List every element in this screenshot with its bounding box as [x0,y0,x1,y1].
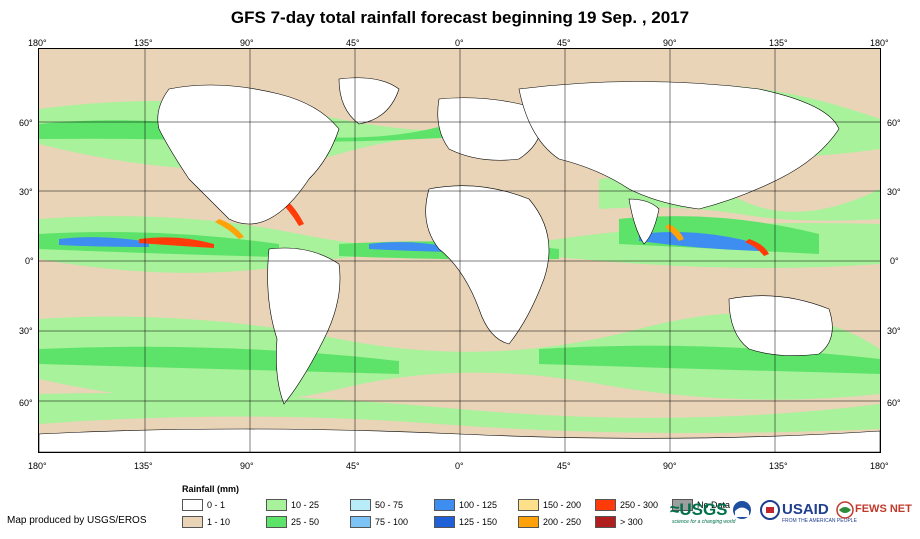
usaid-logo: USAID [782,501,829,518]
left-tick: 30° [19,326,33,336]
usaid-tagline: FROM THE AMERICAN PEOPLE [782,518,857,524]
map-canvas [39,49,880,452]
right-tick: 30° [887,326,901,336]
top-tick: 0° [455,38,464,48]
north-america [157,84,340,225]
legend-swatch [182,499,203,511]
bottom-tick: 45° [346,461,360,471]
top-tick: 90° [663,38,677,48]
legend-swatch [266,499,287,511]
legend-label: 75 - 100 [375,517,409,527]
bottom-tick: 45° [557,461,571,471]
legend-item: 10 - 25 [266,499,319,511]
legend-label: 100 - 125 [459,500,498,510]
bottom-tick: 135° [769,461,788,471]
graticule [39,49,880,452]
fewsnet-logo: FEWS NET [855,503,912,515]
usaid-seal [760,500,780,525]
legend-swatch [434,516,455,528]
left-tick: 60° [19,398,33,408]
legend-swatch [350,499,371,511]
right-tick: 60° [887,398,901,408]
legend-swatch [434,499,455,511]
noaa-logo [732,500,752,525]
legend-item: 125 - 150 [434,516,497,528]
left-tick: 60° [19,118,33,128]
legend-swatch [595,516,616,528]
top-tick: 90° [240,38,254,48]
bottom-tick: 90° [663,461,677,471]
asia [518,81,840,210]
legend-label: 25 - 50 [291,517,320,527]
legend-item: 150 - 200 [518,499,581,511]
bottom-tick: 0° [455,461,464,471]
legend-swatch [672,499,693,511]
top-tick: 135° [134,38,153,48]
india [628,198,660,245]
bottom-tick: 180° [870,461,889,471]
legend-label: > 300 [620,517,643,527]
greenland [338,77,400,125]
legend-item: 200 - 250 [518,516,581,528]
top-tick: 45° [557,38,571,48]
bottom-tick: 90° [240,461,254,471]
africa [425,185,550,345]
europe [437,97,542,161]
usgs-tagline: science for a changing world [672,519,736,525]
legend-swatch [266,516,287,528]
fewsnet-globe-icon [836,501,854,519]
legend-swatch [518,516,539,528]
legend-item: 75 - 100 [350,516,408,528]
top-tick: 180° [28,38,47,48]
legend-label: 50 - 75 [375,500,404,510]
usaid-seal-icon [760,500,780,520]
legend-swatch [518,499,539,511]
rainfall-map [38,48,881,453]
legend-item: 0 - 1 [182,499,225,511]
legend-label: 1 - 10 [207,517,231,527]
usgs-logo: ≈USGS [670,500,728,519]
left-tick: 0° [25,256,34,266]
left-tick: 30° [19,187,33,197]
heavy-rain-areas [59,231,759,252]
top-tick: 45° [346,38,360,48]
fewsnet-emblem [836,500,854,525]
legend-item: 100 - 125 [434,499,497,511]
bottom-tick: 180° [28,461,47,471]
legend-label: No Data [697,500,731,510]
noaa-emblem-icon [733,501,751,519]
legend-label: 150 - 200 [543,500,582,510]
map-title: GFS 7-day total rainfall forecast beginn… [230,8,690,27]
top-tick: 135° [769,38,788,48]
legend-item: 250 - 300 [595,499,658,511]
map-credit: Map produced by USGS/EROS [7,515,147,526]
top-tick: 180° [870,38,889,48]
legend-title: Rainfall (mm) [182,484,240,494]
legend-item: 25 - 50 [266,516,319,528]
legend-swatch [350,516,371,528]
australia [728,295,833,356]
right-tick: 60° [887,118,901,128]
legend-label: 125 - 150 [459,517,498,527]
legend-item: 50 - 75 [350,499,403,511]
legend-item: > 300 [595,516,643,528]
right-tick: 30° [887,187,901,197]
legend-swatch [595,499,616,511]
legend-label: 200 - 250 [543,517,582,527]
legend-item: No Data [672,499,730,511]
legend-item: 1 - 10 [182,516,230,528]
legend-label: 10 - 25 [291,500,320,510]
right-tick: 0° [890,256,899,266]
legend-swatch [182,516,203,528]
bottom-tick: 135° [134,461,153,471]
legend-label: 250 - 300 [620,500,659,510]
legend-label: 0 - 1 [207,500,226,510]
